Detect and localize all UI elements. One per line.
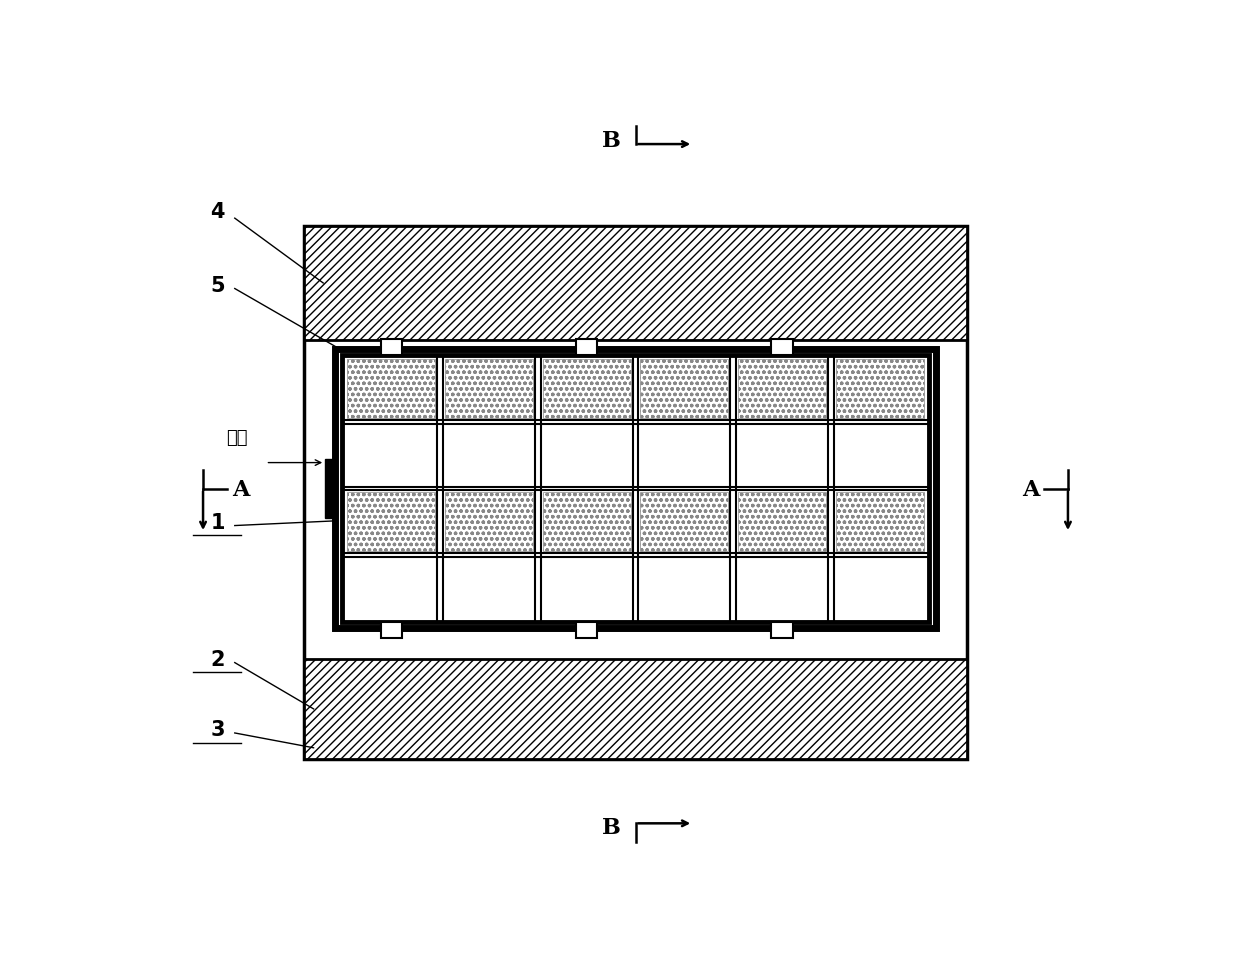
Bar <box>543 493 631 552</box>
Text: 1: 1 <box>211 512 224 532</box>
Bar <box>836 359 924 419</box>
Bar <box>342 356 929 622</box>
Bar <box>381 339 402 356</box>
Text: 3: 3 <box>211 720 224 739</box>
Bar <box>543 359 631 419</box>
Text: 蚕汽: 蚕汽 <box>226 429 248 446</box>
Text: 4: 4 <box>211 202 224 221</box>
Bar <box>445 359 533 419</box>
Bar <box>335 350 936 628</box>
Bar <box>304 227 967 341</box>
Bar <box>347 493 435 552</box>
Bar <box>577 339 598 356</box>
Text: B: B <box>603 816 621 838</box>
Bar <box>836 493 924 552</box>
Bar <box>577 622 598 638</box>
Bar <box>738 359 826 419</box>
Text: 5: 5 <box>210 276 224 295</box>
Bar <box>325 459 335 519</box>
Bar <box>771 339 792 356</box>
Bar <box>738 493 826 552</box>
Bar <box>640 359 728 419</box>
Bar <box>771 622 792 638</box>
Text: A: A <box>1022 478 1039 500</box>
Bar <box>347 359 435 419</box>
Text: A: A <box>232 478 249 500</box>
Text: 2: 2 <box>211 650 224 669</box>
Bar <box>342 356 929 622</box>
Bar <box>304 226 967 759</box>
Bar <box>381 622 402 638</box>
Text: B: B <box>603 131 621 152</box>
Bar <box>640 493 728 552</box>
Bar <box>304 659 967 759</box>
Bar <box>445 493 533 552</box>
